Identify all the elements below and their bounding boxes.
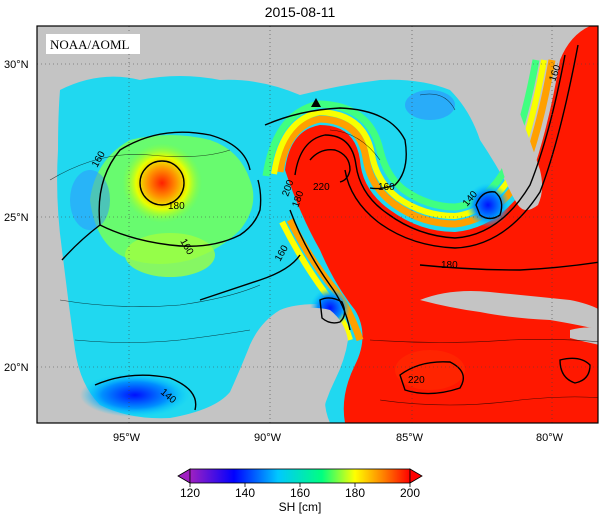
cold-eddy-east xyxy=(466,183,510,227)
colorbar-bar xyxy=(189,468,411,484)
lat-label-20n: 20°N xyxy=(4,362,29,374)
contour-label: 220 xyxy=(408,375,425,386)
contour-lines xyxy=(61,44,598,411)
observation-triangle-icon xyxy=(311,98,321,107)
colorbar-tick: 160 xyxy=(290,486,310,500)
contour-label: 160 xyxy=(378,182,395,193)
map-area xyxy=(37,26,598,423)
contour-label: 180 xyxy=(168,201,185,212)
colorbar-units-label: SH [cm] xyxy=(278,500,322,514)
lon-label-80w: 80°W xyxy=(536,432,564,444)
cold-region-southwest xyxy=(80,373,190,417)
colorbar-tick: 200 xyxy=(400,486,420,500)
map-frame xyxy=(36,25,599,424)
map-title: 2015-08-11 xyxy=(264,4,336,20)
yucatan-peninsula xyxy=(230,307,348,423)
contour-label: 180 xyxy=(441,260,458,271)
colorbar-max-arrow xyxy=(409,468,423,484)
lon-label-85w: 85°W xyxy=(396,432,424,444)
lat-label-25n: 25°N xyxy=(4,212,29,224)
contour-label: 220 xyxy=(313,182,330,193)
colorbar-tick: 120 xyxy=(180,486,200,500)
credit-label: NOAA/AOML xyxy=(50,37,130,52)
credit-box xyxy=(46,34,140,54)
colorbar-tick: 140 xyxy=(235,486,255,500)
colorbar-tick: 180 xyxy=(345,486,365,500)
cuba xyxy=(420,291,598,330)
lat-label-30n: 30°N xyxy=(4,59,29,71)
hispaniola xyxy=(570,327,598,345)
lon-label-90w: 90°W xyxy=(254,432,282,444)
lon-label-95w: 95°W xyxy=(113,432,141,444)
warm-eddy xyxy=(122,143,202,223)
colorbar: 120 140 160 180 200 xyxy=(177,468,423,500)
contour-label-group: 160 160 180 160 220 200 180 160 140 180 … xyxy=(90,63,564,406)
loop-current xyxy=(285,26,598,423)
florida-peninsula xyxy=(467,26,543,210)
colorbar-min-arrow xyxy=(177,468,191,484)
graticule xyxy=(37,26,598,423)
